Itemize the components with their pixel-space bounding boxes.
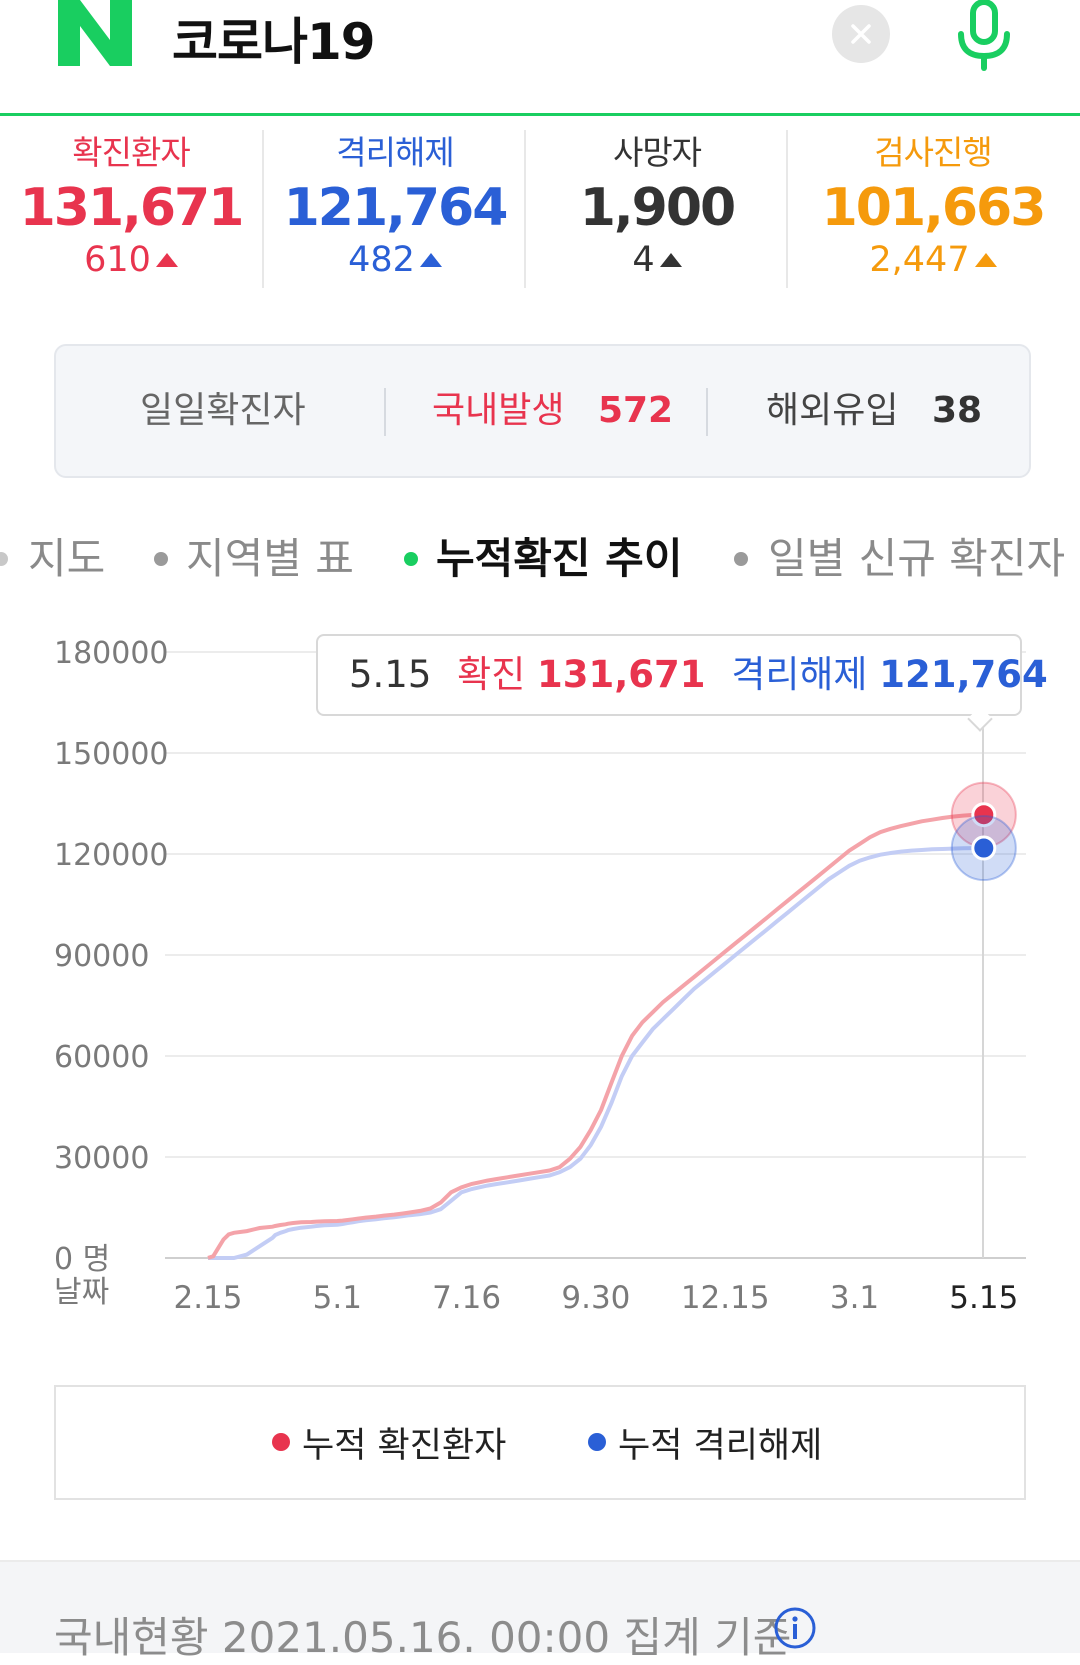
y-tick-label: 0 명 [54, 1242, 110, 1277]
stat-divider [524, 130, 526, 288]
stat-testing-change: 2,447 [802, 240, 1064, 280]
stat-confirmed-value: 131,671 [19, 178, 245, 238]
series-line-released [208, 846, 984, 1260]
tooltip-released-label: 격리해제 [731, 653, 868, 696]
daily-label: 일일확진자 [140, 390, 306, 431]
stat-confirmed-label: 확진환자 [72, 133, 190, 172]
daily-domestic-value: 572 [597, 390, 674, 431]
tab-bullet-active [404, 552, 418, 566]
marker-released[interactable] [971, 835, 997, 861]
stat-confirmed-change: 610 [0, 240, 262, 280]
close-icon [851, 24, 871, 44]
chart-legend [54, 1385, 1026, 1500]
x-tick-label: 5.1 [313, 1280, 362, 1316]
stat-released-change-value: 482 [348, 240, 415, 280]
stat-released-value: 121,764 [283, 178, 509, 238]
daily-overseas-label: 해외유입 [766, 390, 899, 431]
naver-logo-icon[interactable] [58, 0, 132, 66]
legend-dot-released [588, 1433, 606, 1451]
y-tick-label: 150000 [54, 737, 169, 772]
daily-divider [706, 388, 708, 436]
tab-daily-new[interactable]: 일별 신규 확진자 [768, 534, 1066, 583]
x-tick-label: 5.15 [949, 1280, 1018, 1316]
tab-map[interactable]: 지도 [28, 534, 106, 583]
x-tick-label: 12.15 [681, 1280, 770, 1316]
search-header: 코로나19 [0, 0, 1080, 116]
daily-domestic-label: 국내발생 [432, 390, 565, 431]
tab-bullet [0, 552, 8, 566]
tooltip-date: 5.15 [349, 653, 432, 696]
tab-cumulative-trend[interactable]: 누적확진 추이 [436, 534, 683, 583]
triangle-up-icon [155, 253, 178, 267]
stat-deaths-change-value: 4 [632, 240, 655, 280]
marker-confirmed[interactable] [971, 802, 997, 828]
stat-testing-change-value: 2,447 [869, 240, 970, 280]
stat-testing: 검사진행 101,663 2,447 [802, 122, 1064, 290]
x-tick-label: 3.1 [830, 1280, 879, 1316]
daily-overseas-value: 38 [931, 390, 983, 431]
tooltip-confirmed-value: 131,671 [537, 653, 706, 696]
y-tick-label: 180000 [54, 636, 169, 671]
triangle-up-icon [419, 253, 442, 267]
stat-divider [262, 130, 264, 288]
stat-testing-label: 검사진행 [874, 133, 992, 172]
daily-domestic: 국내발생 572 [432, 346, 673, 476]
x-tick-label: 7.16 [432, 1280, 501, 1316]
legend-item-confirmed[interactable]: 누적 확진환자 [302, 1426, 507, 1466]
daily-overseas: 해외유입 38 [766, 346, 982, 476]
chart-tooltip: 5.15 확진 131,671 격리해제 121,764 [316, 634, 1048, 716]
tab-region-table[interactable]: 지역별 표 [186, 534, 354, 583]
stat-divider [786, 130, 788, 288]
search-query-text[interactable]: 코로나19 [172, 13, 376, 71]
stat-released-change: 482 [264, 240, 526, 280]
x-tick-label: 2.15 [173, 1280, 242, 1316]
stat-deaths-label: 사망자 [612, 133, 702, 172]
x-axis-label: 날짜 [54, 1275, 109, 1310]
footer-bar [0, 1560, 1080, 1653]
status-basis-text: 국내현황 2021.05.16. 00:00 집계 기준 [54, 1613, 792, 1662]
stat-deaths: 사망자 1,900 4 [526, 122, 788, 290]
legend-dot-confirmed [272, 1433, 290, 1451]
triangle-up-icon [974, 253, 997, 267]
stat-confirmed: 확진환자 131,671 610 [0, 122, 262, 290]
daily-divider [384, 388, 386, 436]
tab-bullet [734, 552, 748, 566]
tooltip-confirmed-label: 확진 [457, 653, 526, 696]
daily-confirmed-box: 일일확진자 국내발생 572 해외유입 38 [54, 344, 1031, 478]
tooltip-released-value: 121,764 [879, 653, 1048, 696]
tab-bullet [154, 552, 168, 566]
y-tick-label: 30000 [54, 1141, 149, 1176]
info-icon[interactable] [773, 1606, 817, 1650]
stat-confirmed-change-value: 610 [84, 240, 151, 280]
series-line-confirmed [207, 812, 984, 1260]
x-tick-label: 9.30 [561, 1280, 630, 1316]
y-tick-label: 120000 [54, 838, 169, 873]
y-tick-label: 90000 [54, 939, 149, 974]
y-tick-label: 60000 [54, 1040, 149, 1075]
stat-released: 격리해제 121,764 482 [264, 122, 526, 290]
stat-testing-value: 101,663 [821, 178, 1047, 238]
stat-released-label: 격리해제 [336, 133, 454, 172]
triangle-up-icon [659, 253, 682, 267]
clear-search-button[interactable] [832, 5, 890, 63]
stat-deaths-change: 4 [526, 240, 788, 280]
stat-deaths-value: 1,900 [579, 178, 736, 238]
legend-item-released[interactable]: 누적 격리해제 [618, 1426, 823, 1466]
microphone-icon[interactable] [944, 0, 1024, 76]
